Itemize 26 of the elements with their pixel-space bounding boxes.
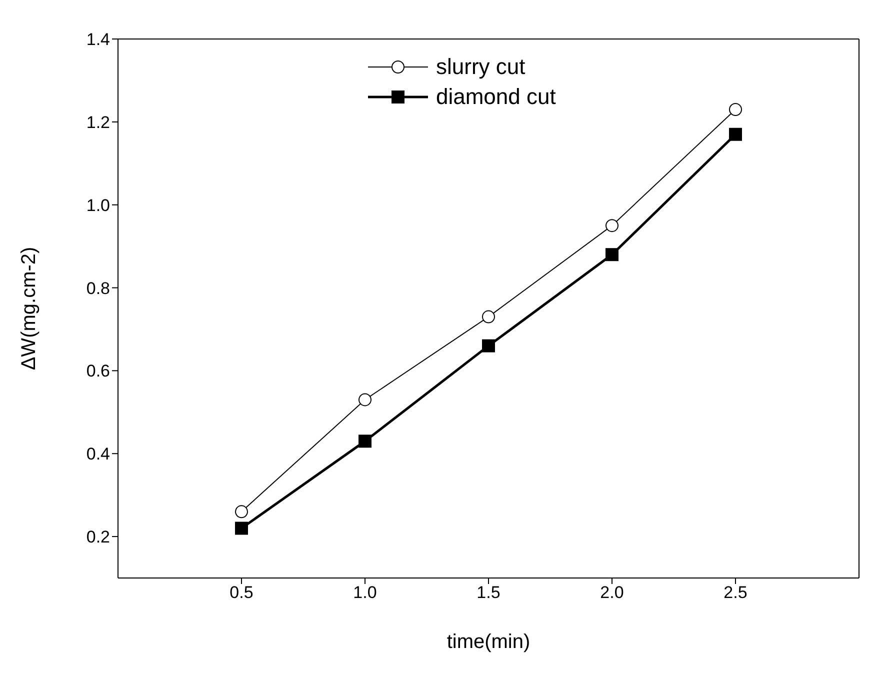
y-tick-label: 0.4 bbox=[86, 444, 110, 464]
x-tick-label: 2.0 bbox=[600, 583, 624, 602]
x-axis-title: time(min) bbox=[446, 631, 530, 653]
point bbox=[482, 310, 495, 324]
legend-label: slurry cut bbox=[436, 54, 526, 80]
y-tick-label: 1.4 bbox=[86, 30, 110, 50]
point bbox=[358, 434, 372, 448]
y-axis-title: ΔW(mg.cm-2) bbox=[18, 246, 40, 370]
y-tick-label: 1.0 bbox=[86, 196, 110, 215]
point bbox=[606, 248, 618, 262]
x-tick-label: 2.5 bbox=[724, 583, 748, 602]
point bbox=[729, 102, 742, 116]
point bbox=[358, 393, 372, 406]
point bbox=[235, 522, 248, 535]
point bbox=[235, 505, 248, 518]
legend-label: diamond cut bbox=[436, 84, 556, 110]
y-tick-label: 0.8 bbox=[86, 278, 110, 298]
x-tick-label: 1.5 bbox=[476, 583, 500, 602]
point bbox=[729, 128, 742, 141]
x-tick-label: 0.5 bbox=[230, 583, 254, 602]
y-tick-label: 1.2 bbox=[86, 112, 110, 132]
y-tick-label: 0.2 bbox=[86, 528, 110, 547]
y-tick-label: 0.6 bbox=[86, 362, 110, 381]
point bbox=[606, 219, 618, 232]
point bbox=[482, 339, 495, 352]
x-tick-label: 1.0 bbox=[353, 583, 377, 602]
